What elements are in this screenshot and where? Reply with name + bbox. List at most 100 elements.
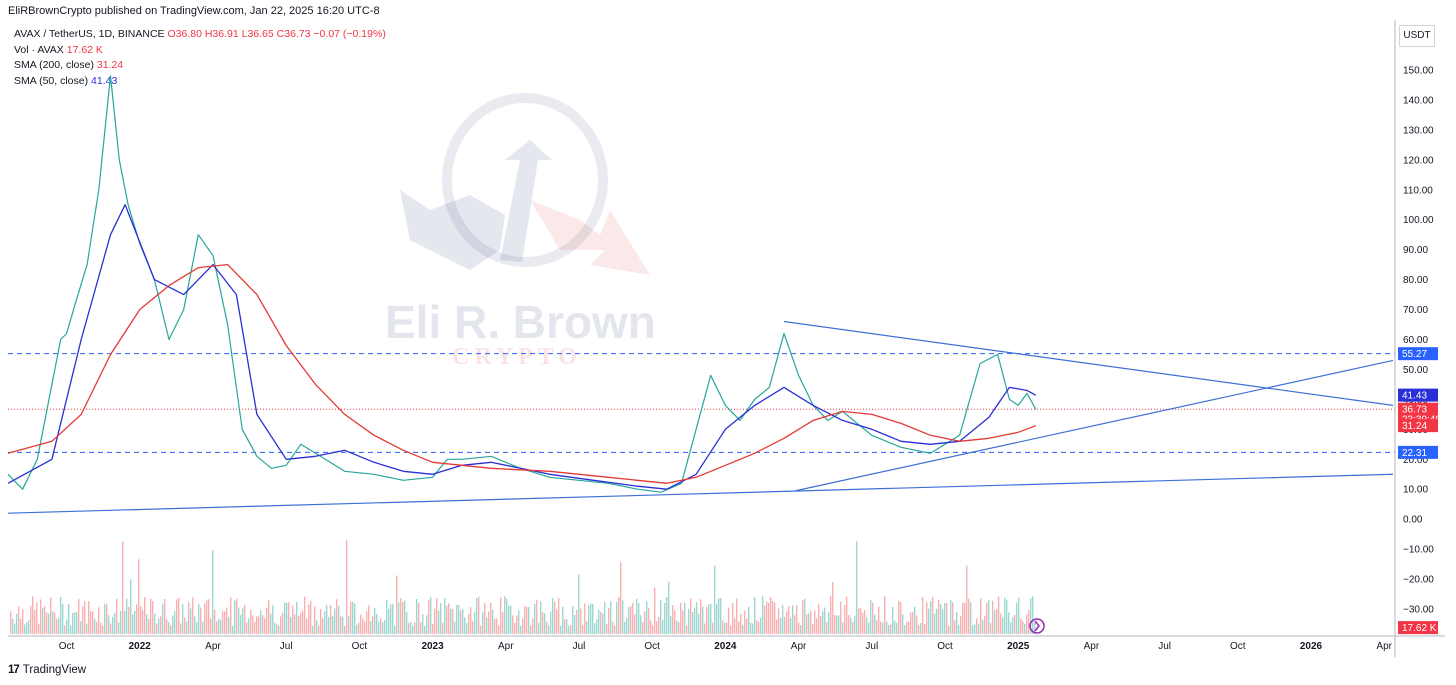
volume-bar bbox=[762, 596, 764, 634]
tradingview-logo[interactable]: 17 TradingView bbox=[8, 664, 86, 676]
volume-bar bbox=[116, 598, 118, 634]
legend-symbol-row[interactable]: AVAX / TetherUS, 1D, BINANCE O36.80 H36.… bbox=[14, 27, 386, 43]
volume-bar bbox=[668, 581, 670, 634]
volume-bar bbox=[852, 622, 854, 634]
volume-bar bbox=[92, 611, 94, 634]
time-axis[interactable]: Oct 2022 Apr Jul Oct 2023 Apr Jul Oct 2024 Apr Jul O… bbox=[59, 641, 1393, 652]
watermark-arrow-up-icon bbox=[500, 140, 552, 262]
volume-bar bbox=[828, 612, 830, 634]
volume-bar bbox=[674, 610, 676, 634]
price-badge-label: 36.73 bbox=[1402, 405, 1427, 416]
volume-bar bbox=[238, 607, 240, 634]
volume-bar bbox=[308, 604, 310, 634]
volume-bar bbox=[524, 606, 526, 634]
volume-bar bbox=[126, 598, 128, 634]
volume-bar bbox=[950, 599, 952, 634]
volume-bar bbox=[112, 616, 114, 634]
price-axis[interactable]: 150.00 140.00 130.00 120.00 110.00 100.00 90.0… bbox=[1403, 65, 1434, 615]
price-tick-label: 70.00 bbox=[1403, 305, 1428, 316]
volume-bar bbox=[426, 615, 428, 634]
volume-bar bbox=[448, 603, 450, 634]
volume-bar bbox=[74, 612, 76, 634]
legend-volume-row[interactable]: Vol · AVAX 17.62 K bbox=[14, 43, 386, 59]
volume-bar bbox=[52, 611, 54, 634]
volume-bar bbox=[550, 611, 552, 634]
volume-bar bbox=[628, 607, 630, 634]
volume-bar bbox=[220, 619, 222, 634]
volume-bar bbox=[956, 612, 958, 634]
volume-bar bbox=[400, 598, 402, 634]
trendline[interactable] bbox=[783, 320, 1394, 406]
volume-bar bbox=[690, 598, 692, 634]
price-badge bbox=[1398, 388, 1438, 402]
volume-bar bbox=[224, 611, 226, 634]
trendline[interactable] bbox=[795, 359, 1394, 492]
volume-bar bbox=[164, 598, 166, 634]
volume-bar bbox=[1018, 597, 1020, 634]
price-tick-label: −20.00 bbox=[1403, 575, 1434, 586]
volume-bar bbox=[132, 614, 134, 634]
volume-bar bbox=[428, 599, 430, 634]
volume-bar bbox=[884, 596, 886, 634]
volume-bar bbox=[510, 605, 512, 634]
volume-bar bbox=[66, 619, 68, 634]
volume-bar bbox=[932, 596, 934, 634]
volume-bar bbox=[56, 618, 58, 634]
volume-bar bbox=[728, 607, 730, 634]
volume-bar bbox=[600, 612, 602, 634]
volume-bar bbox=[644, 611, 646, 634]
volume-bar bbox=[856, 541, 858, 634]
volume-bar bbox=[334, 608, 336, 634]
currency-selector[interactable]: USDT bbox=[1399, 25, 1435, 47]
volume-bar bbox=[528, 607, 530, 634]
price-series bbox=[7, 75, 1037, 493]
volume-bar bbox=[150, 598, 152, 634]
volume-bar bbox=[298, 615, 300, 634]
volume-bar bbox=[208, 599, 210, 634]
volume-bar bbox=[84, 601, 86, 634]
volume-bar bbox=[760, 617, 762, 634]
volume-bar bbox=[296, 602, 298, 634]
volume-bar bbox=[676, 620, 678, 634]
volume-bar bbox=[302, 610, 304, 634]
volume-bar bbox=[994, 610, 996, 634]
horizontal-levels bbox=[8, 353, 1395, 453]
volume-bar bbox=[602, 613, 604, 634]
watermark-line2: CRYPTO bbox=[452, 344, 582, 370]
legend-sma200-row[interactable]: SMA (200, close) 31.24 bbox=[14, 58, 386, 74]
volume-bar bbox=[408, 623, 410, 634]
volume-bar bbox=[872, 602, 874, 634]
volume-bar bbox=[598, 609, 600, 634]
volume-bar bbox=[980, 598, 982, 634]
volume-bar bbox=[1002, 617, 1004, 634]
volume-bar bbox=[270, 613, 272, 634]
volume-bar bbox=[144, 597, 146, 634]
price-badge-label: 22.31 bbox=[1402, 448, 1427, 459]
volume-bar bbox=[892, 607, 894, 634]
volume-bar bbox=[244, 604, 246, 634]
volume-bar bbox=[104, 603, 106, 634]
volume-bar bbox=[798, 622, 800, 634]
series-line-1 bbox=[7, 204, 1037, 490]
volume-bar bbox=[236, 598, 238, 634]
volume-bar bbox=[766, 601, 768, 634]
volume-bar bbox=[870, 600, 872, 634]
volume-bar bbox=[50, 597, 52, 634]
volume-bar bbox=[288, 602, 290, 634]
volume-bar bbox=[472, 620, 474, 634]
replay-icon[interactable] bbox=[1029, 618, 1045, 634]
volume-bar bbox=[44, 606, 46, 634]
volume-bar bbox=[554, 601, 556, 634]
volume-bar bbox=[534, 603, 536, 634]
volume-bar bbox=[538, 622, 540, 634]
volume-bar bbox=[252, 615, 254, 634]
volume-bar bbox=[330, 604, 332, 634]
volume-bar bbox=[1008, 612, 1010, 634]
volume-bar bbox=[580, 608, 582, 634]
price-badge bbox=[1398, 445, 1438, 459]
volume-bar bbox=[142, 610, 144, 634]
volume-bar bbox=[610, 601, 612, 634]
trendline[interactable] bbox=[7, 473, 1394, 514]
